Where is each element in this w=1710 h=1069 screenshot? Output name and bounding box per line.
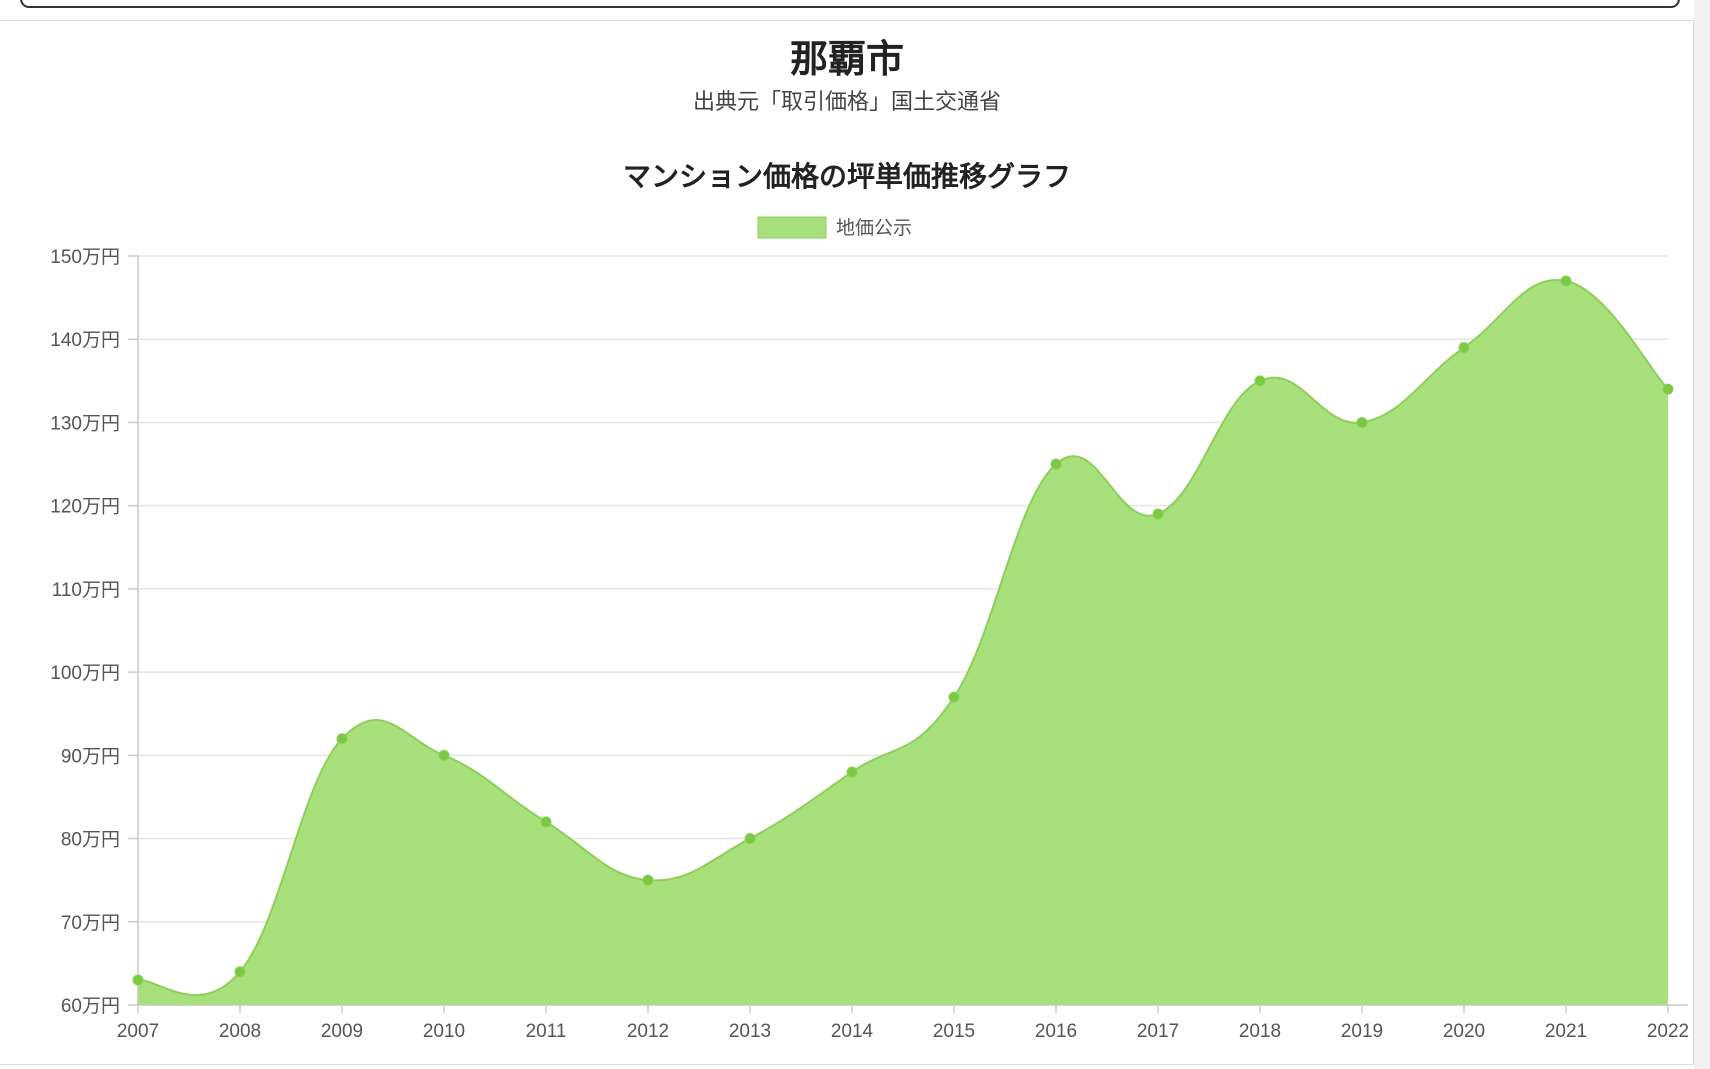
x-tick-label: 2007 — [117, 1021, 159, 1042]
y-tick-label: 130万円 — [50, 413, 120, 434]
source-credit: 出典元「取引価格」国土交通省 — [692, 90, 1001, 115]
chart-title: マンション価格の坪単価推移グラフ — [623, 160, 1071, 193]
chart-panel — [0, 20, 1694, 1065]
data-point[interactable] — [234, 966, 246, 978]
x-tick-label: 2012 — [627, 1021, 669, 1042]
x-tick-label: 2011 — [526, 1021, 567, 1042]
y-tick-label: 90万円 — [61, 746, 120, 767]
x-tick-label: 2015 — [933, 1021, 975, 1042]
data-point[interactable] — [132, 974, 144, 986]
city-title: 那覇市 — [789, 36, 904, 81]
data-point[interactable] — [1050, 458, 1062, 470]
y-axis-ticks: 60万円 70万円 80万円 90万円 100万円 110万円 120万円 130万円 140万… — [50, 247, 138, 1017]
x-tick-label: 2021 — [1545, 1021, 1587, 1042]
y-tick-label: 140万円 — [50, 330, 120, 351]
y-tick-label: 80万円 — [61, 830, 120, 851]
y-tick-label: 120万円 — [50, 497, 120, 518]
x-tick-label: 2022 — [1647, 1021, 1689, 1042]
x-tick-label: 2017 — [1137, 1021, 1179, 1042]
data-point[interactable] — [1152, 508, 1164, 520]
data-point[interactable] — [948, 691, 960, 703]
legend-swatch — [757, 216, 827, 239]
legend-label: 地価公示 — [836, 217, 912, 239]
data-point[interactable] — [540, 816, 552, 828]
data-point[interactable] — [1560, 275, 1572, 287]
x-tick-label: 2019 — [1341, 1021, 1383, 1042]
y-tick-label: 150万円 — [50, 247, 120, 268]
data-point[interactable] — [1458, 342, 1470, 354]
x-tick-label: 2018 — [1239, 1021, 1281, 1042]
y-tick-label: 100万円 — [50, 663, 120, 684]
x-tick-label: 2008 — [219, 1021, 261, 1042]
data-point[interactable] — [1662, 383, 1674, 395]
y-tick-label: 110万円 — [52, 580, 120, 601]
x-tick-label: 2020 — [1443, 1021, 1485, 1042]
x-tick-label: 2016 — [1035, 1021, 1077, 1042]
x-axis-ticks: 2007 2008 2009 2010 2011 2012 2013 2014 2015 2016… — [117, 1005, 1689, 1042]
y-tick-label: 70万円 — [61, 913, 120, 934]
x-tick-label: 2010 — [423, 1021, 465, 1042]
data-point[interactable] — [1254, 375, 1266, 387]
data-point[interactable] — [336, 733, 348, 745]
data-point[interactable] — [438, 749, 450, 761]
scrollbar[interactable] — [1694, 0, 1710, 1069]
data-point[interactable] — [642, 874, 654, 886]
x-tick-label: 2013 — [729, 1021, 771, 1042]
y-tick-label: 60万円 — [61, 996, 120, 1017]
data-point[interactable] — [1356, 416, 1368, 428]
data-points — [132, 275, 1674, 986]
data-point[interactable] — [846, 766, 858, 778]
x-tick-label: 2009 — [321, 1021, 363, 1042]
data-point[interactable] — [744, 833, 756, 845]
series-line — [137, 278, 1669, 996]
legend[interactable]: 地価公示 — [757, 216, 912, 239]
x-tick-label: 2014 — [831, 1021, 874, 1042]
series-area — [138, 279, 1668, 1005]
